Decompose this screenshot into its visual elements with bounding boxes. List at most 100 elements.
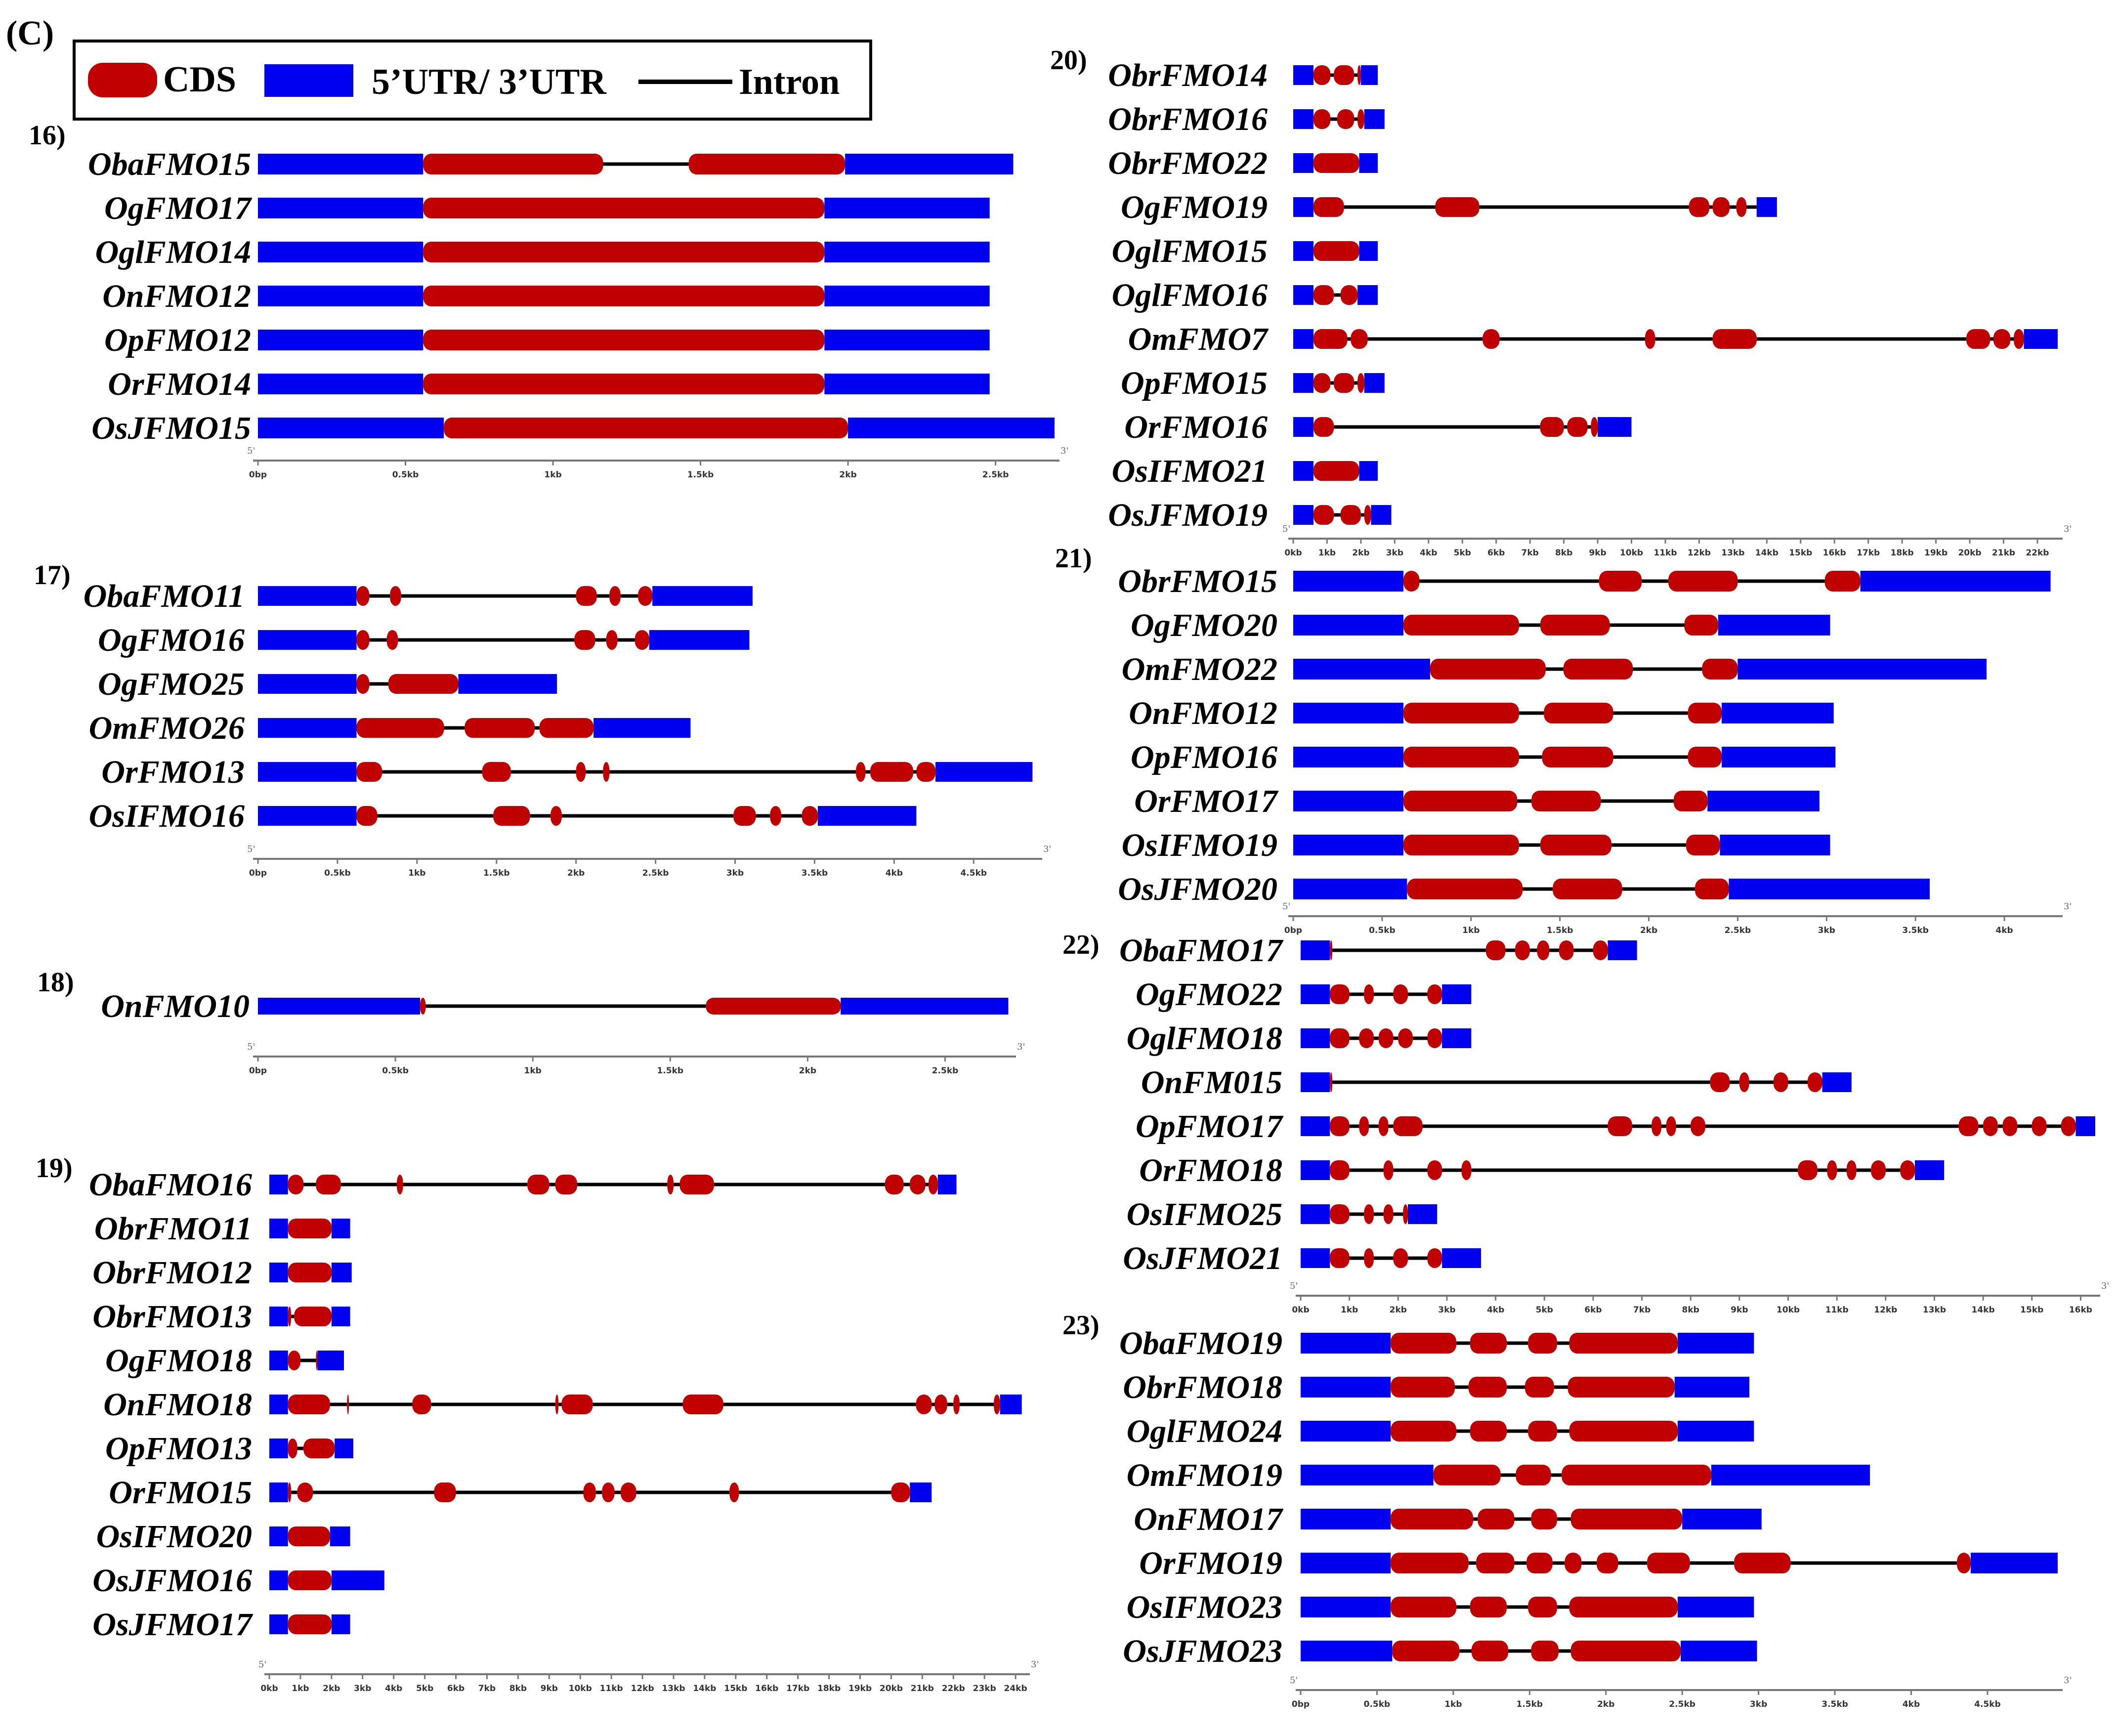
cds-exon — [1391, 1597, 1457, 1617]
utr-segment — [1442, 1028, 1472, 1048]
axis-tick-label: 3kb — [354, 1684, 371, 1694]
intron-segment — [1349, 1168, 1384, 1172]
gene-name-label: OsJFMO19 — [1108, 497, 1268, 533]
intron-segment — [431, 1402, 555, 1406]
utr-segment — [1293, 615, 1404, 635]
cds-exon — [1597, 1553, 1618, 1573]
axis-three-prime: 3' — [1031, 1659, 1039, 1670]
axis-five-prime: 5' — [258, 1659, 266, 1670]
cds-exon — [1470, 1333, 1507, 1354]
gene-row-ObrFMO13: ObrFMO13 — [92, 1299, 350, 1335]
gene-name-label: OsJFMO23 — [1123, 1633, 1282, 1669]
cds-exon — [1668, 571, 1738, 592]
intron-segment — [1749, 1080, 1774, 1084]
intron-segment — [291, 1314, 295, 1318]
gene-name-label: OsIFMO16 — [89, 798, 245, 834]
intron-segment — [1419, 579, 1599, 583]
intron-segment — [1690, 1561, 1735, 1565]
cds-exon — [1357, 373, 1364, 393]
utr-segment — [258, 286, 423, 306]
cds-exon — [1403, 1204, 1408, 1224]
gene-row-OmFMO19: OmFMO19 — [1127, 1457, 1870, 1493]
gene-name-label: ObaFMO11 — [84, 578, 245, 614]
intron-segment — [398, 638, 575, 642]
utr-segment — [269, 1482, 288, 1502]
utr-segment — [1301, 1553, 1391, 1573]
cds-exon — [1666, 1116, 1676, 1136]
gene-row-OglFMO16: OglFMO16 — [1112, 277, 1378, 313]
axis-tick-label: 6kb — [1487, 548, 1505, 558]
cds-exon — [1570, 1641, 1681, 1661]
intron-segment — [1558, 1649, 1571, 1653]
cds-exon — [347, 1395, 349, 1414]
utr-segment — [1598, 417, 1632, 437]
cds-exon — [1525, 1377, 1554, 1397]
utr-segment — [1301, 1028, 1330, 1048]
utr-segment — [258, 154, 423, 174]
axis-tick-label: 1kb — [1462, 926, 1480, 935]
cds-exon — [1540, 835, 1611, 855]
cds-exon — [1313, 241, 1359, 261]
gene-row-OrFMO18: OrFMO18 — [1139, 1152, 1945, 1188]
cds-exon — [1599, 571, 1642, 592]
cds-exon — [1739, 1072, 1749, 1092]
utr-segment — [1293, 197, 1314, 217]
axis-tick-label: 10kb — [1620, 548, 1643, 558]
cds-exon — [1427, 1248, 1442, 1268]
cds-exon — [1398, 1028, 1413, 1048]
cds-exon — [1359, 1116, 1369, 1136]
gene-row-ObaFMO19: ObaFMO19 — [1119, 1325, 1754, 1361]
utr-segment — [269, 1307, 288, 1326]
intron-segment — [1412, 1036, 1428, 1040]
intron-segment — [1473, 1517, 1478, 1521]
cds-exon — [603, 762, 610, 782]
utr-segment — [1301, 1641, 1393, 1661]
gene-row-OgFMO19: OgFMO19 — [1121, 189, 1777, 225]
cds-exon — [2032, 1116, 2047, 1136]
gene-name-label: ObrFMO15 — [1118, 563, 1277, 599]
intron-segment — [595, 638, 606, 642]
gene-row-OrFMO17: OrFMO17 — [1134, 783, 1820, 819]
axis-tick-label: 4kb — [1487, 1305, 1504, 1315]
utr-segment — [1914, 1160, 1945, 1180]
axis-tick-label: 10kb — [1777, 1305, 1800, 1315]
cds-exon — [916, 1395, 932, 1414]
gene-row-OrFMO15: OrFMO15 — [109, 1475, 932, 1511]
axis-tick-label: 11kb — [1825, 1305, 1849, 1315]
cds-exon — [288, 1175, 304, 1194]
axis: 5' 3' 0kb 1kb 2kb 3kb 4kb 5kb 6kb 7kb 8kb 9kb 10kb 11… — [258, 1659, 1039, 1694]
axis-tick-label: 18kb — [817, 1684, 841, 1694]
intron-segment — [1978, 1124, 1984, 1128]
intron-segment — [382, 770, 482, 774]
intron-segment — [1633, 667, 1702, 671]
utr-segment — [824, 330, 990, 350]
gene-row-ObaFMO17: ObaFMO17 — [1119, 932, 1637, 969]
axis-five-prime: 5' — [247, 844, 255, 854]
axis-tick-label: 0.5kb — [324, 868, 351, 878]
intron-segment — [1354, 381, 1358, 385]
intron-segment — [596, 594, 610, 598]
axis-tick-label: 0bp — [1284, 926, 1302, 935]
cds-exon — [1569, 1333, 1678, 1354]
axis-tick-label: 14kb — [693, 1684, 716, 1694]
utr-segment — [258, 718, 357, 738]
cds-exon — [602, 1482, 615, 1502]
cds-exon — [294, 1307, 332, 1326]
cds-exon — [1364, 984, 1374, 1004]
cds-exon — [1391, 1509, 1474, 1529]
gene-row-OglFMO14: OglFMO14 — [95, 234, 990, 270]
figure-label: (C) — [6, 14, 54, 52]
intron-segment — [1788, 1080, 1808, 1084]
axis-tick-label: 0.5kb — [382, 1066, 409, 1076]
gene-name-label: OrFMO13 — [101, 754, 245, 790]
utr-segment — [1301, 1116, 1330, 1136]
axis-tick-label: 4kb — [385, 1684, 402, 1694]
cds-exon — [1340, 285, 1358, 305]
intron-segment — [1330, 117, 1337, 121]
gene-row-ObrFMO16: ObrFMO16 — [1108, 101, 1385, 137]
cds-exon — [1392, 1641, 1460, 1661]
cds-exon — [1478, 1509, 1515, 1529]
utr-segment — [1677, 1421, 1754, 1441]
axis-tick-label: 20kb — [880, 1684, 903, 1694]
utr-segment — [1301, 1509, 1391, 1529]
